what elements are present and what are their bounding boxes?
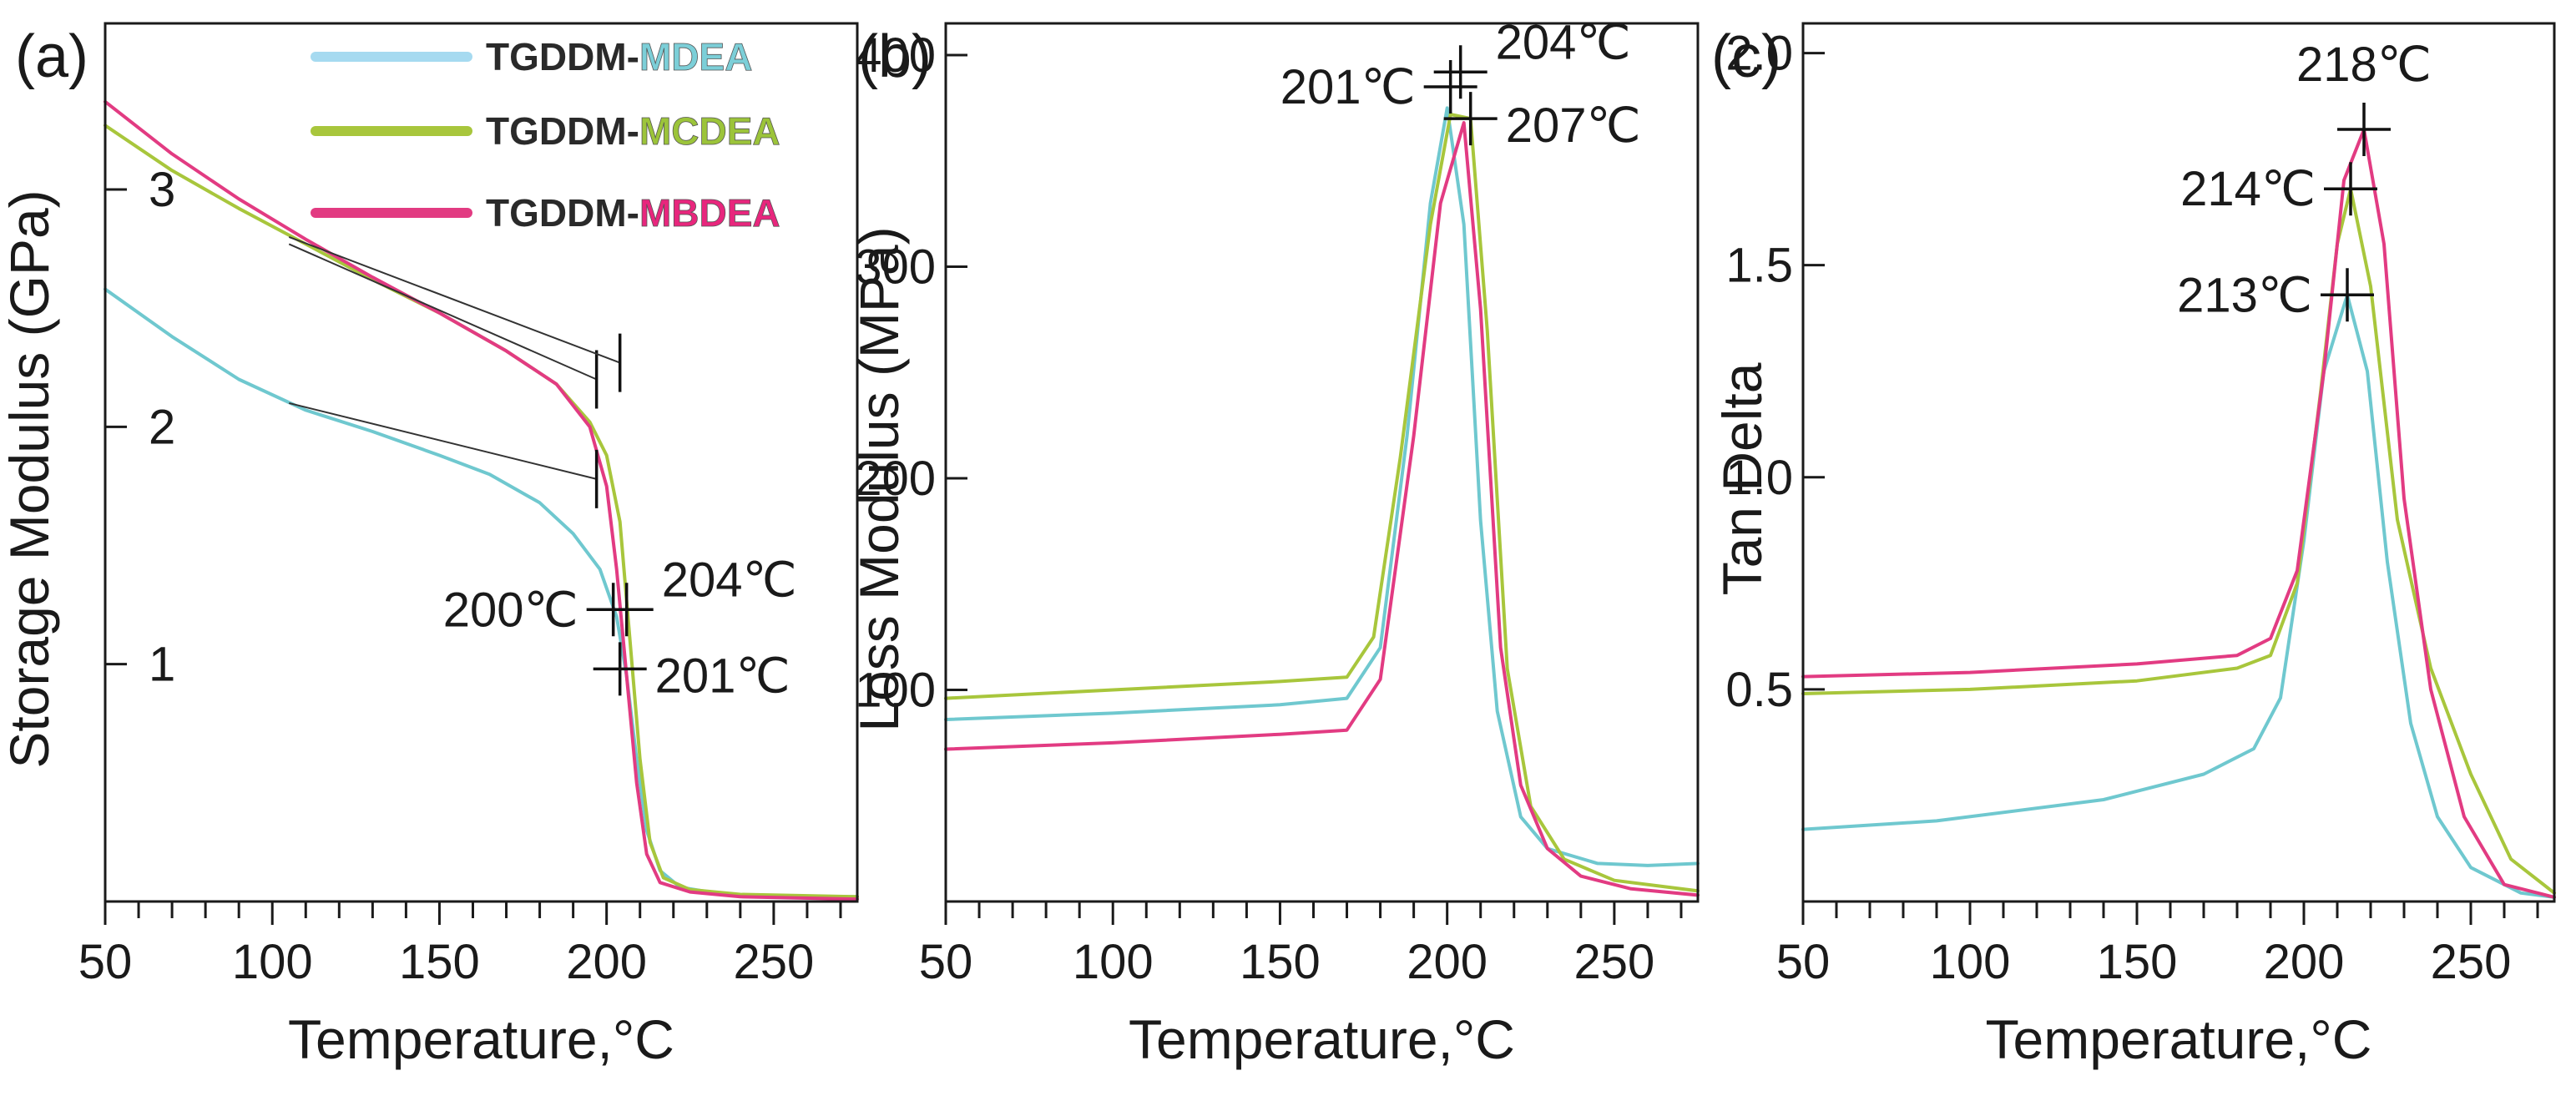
x-axis-title: Temperature,°C xyxy=(1129,1008,1515,1070)
y-tick-label: 1 xyxy=(149,638,175,692)
peak-temperature-label: 214℃ xyxy=(2180,162,2316,216)
legend-suffix: MDEA xyxy=(639,35,752,78)
x-tick-label: 150 xyxy=(2097,935,2178,989)
peak-temperature-label: 204℃ xyxy=(662,553,797,607)
legend-prefix: TGDDM- xyxy=(486,35,639,78)
plot-frame xyxy=(944,22,1700,903)
x-tick-label: 50 xyxy=(78,935,133,989)
peak-temperature-label: 218℃ xyxy=(2296,38,2432,92)
panel-letter: (c) xyxy=(1711,23,1781,90)
series-line-tgddm-mbdea xyxy=(1801,128,2556,899)
peak-temperature-label: 204℃ xyxy=(1496,15,1631,69)
legend-prefix: TGDDM- xyxy=(486,109,639,153)
x-tick-label: 100 xyxy=(1073,935,1154,989)
x-tick-label: 50 xyxy=(919,935,973,989)
x-tick-label: 150 xyxy=(1240,935,1321,989)
x-tick-label: 250 xyxy=(733,935,814,989)
plot-frame xyxy=(1801,22,2556,903)
x-tick-label: 50 xyxy=(1776,935,1831,989)
peak-temperature-label: 201℃ xyxy=(655,649,790,703)
panel-c-tan-delta: 50 100 150 200 250 0.5 1.0 1.5 2.0 Temperature,°C… xyxy=(1711,22,2556,1070)
x-tick-label: 250 xyxy=(2431,935,2512,989)
peak-temperature-label: 200℃ xyxy=(443,583,578,637)
series-line-tgddm-mcdea xyxy=(944,113,1700,893)
x-tick-label: 100 xyxy=(232,935,313,989)
y-tick-label: 400 xyxy=(855,28,936,83)
panel-a-storage-modulus: 50 100 150 200 250 1 2 3 Temperature,°C Storage M… xyxy=(0,22,859,1070)
y-tick-label: 100 xyxy=(855,664,936,718)
panel-letter: (b) xyxy=(858,23,932,90)
x-axis-title: Temperature,°C xyxy=(288,1008,674,1070)
y-tick-label: 200 xyxy=(855,452,936,506)
x-tick-label: 200 xyxy=(2264,935,2345,989)
x-axis-title: Temperature,°C xyxy=(1986,1008,2372,1070)
peak-temperature-label: 213℃ xyxy=(2177,268,2312,322)
y-axis-title: Storage Modulus (GPa) xyxy=(0,189,60,768)
legend-label-mbdea: TGDDM-MBDEA xyxy=(486,191,780,235)
series-line-tgddm-mdea xyxy=(944,106,1700,867)
legend-suffix: MBDEA xyxy=(639,191,780,235)
y-tick-label: 300 xyxy=(855,240,936,295)
legend-label-mcdea: TGDDM-MCDEA xyxy=(486,109,780,153)
x-tick-label: 100 xyxy=(1930,935,2011,989)
y-tick-label: 3 xyxy=(149,163,175,217)
y-tick-label: 1.5 xyxy=(1725,239,1793,293)
x-tick-label: 250 xyxy=(1573,935,1654,989)
y-axis-title: Loss Modulus (MPa) xyxy=(848,226,910,731)
y-tick-label: 0.5 xyxy=(1725,663,1793,717)
series-line-tgddm-mbdea xyxy=(944,121,1700,897)
onset-tangent-line xyxy=(289,401,597,480)
y-tick-label: 1.0 xyxy=(1725,451,1793,505)
panel-b-loss-modulus: 50 100 150 200 250 100 200 300 400 Temperature,°C… xyxy=(848,15,1700,1070)
peak-temperature-label: 207℃ xyxy=(1506,98,1641,153)
legend-label-mdea: TGDDM-MDEA xyxy=(486,35,752,78)
y-axis-title: Tan Delta xyxy=(1711,362,1773,595)
series-line-tgddm-mdea xyxy=(1801,293,2556,899)
legend-suffix: MCDEA xyxy=(639,109,780,153)
series-line-tgddm-mcdea xyxy=(104,124,859,899)
peak-temperature-label: 201℃ xyxy=(1280,60,1416,114)
onset-tangent-line xyxy=(288,235,621,364)
panel-letter: (a) xyxy=(15,23,88,90)
x-tick-label: 150 xyxy=(399,935,480,989)
x-tick-label: 200 xyxy=(1407,935,1488,989)
plot-frame xyxy=(104,22,859,903)
y-tick-label: 2.0 xyxy=(1725,27,1793,81)
y-tick-label: 2 xyxy=(149,400,175,454)
x-tick-label: 200 xyxy=(566,935,647,989)
legend-prefix: TGDDM- xyxy=(486,191,639,235)
series-line-tgddm-mbdea xyxy=(104,99,859,901)
onset-tangent-line xyxy=(288,243,598,381)
